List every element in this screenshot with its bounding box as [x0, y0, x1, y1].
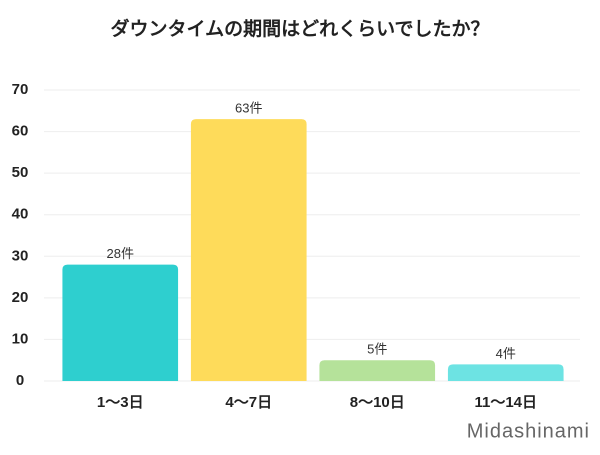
x-tick-label: 1〜3日 [97, 394, 144, 411]
y-tick-label: 70 [12, 81, 29, 98]
value-label: 63件 [235, 101, 262, 116]
watermark: Midashinami [467, 420, 590, 442]
value-label: 28件 [107, 246, 134, 261]
y-tick-label: 20 [12, 289, 29, 306]
bar [447, 364, 564, 381]
bar [319, 360, 436, 381]
chart-title: ダウンタイムの期間はどれくらいでしたか？ [110, 17, 489, 40]
y-tick-label: 0 [16, 372, 24, 389]
y-tick-label: 50 [12, 164, 29, 181]
value-label: 4件 [496, 346, 516, 361]
y-tick-label: 30 [12, 247, 29, 264]
x-tick-label: 11〜14日 [474, 394, 537, 411]
y-tick-label: 10 [12, 330, 29, 347]
bar [190, 119, 307, 381]
y-tick-label: 40 [12, 206, 29, 223]
y-tick-label: 60 [12, 123, 29, 140]
x-tick-label: 8〜10日 [350, 394, 405, 411]
bar [62, 264, 179, 381]
x-tick-label: 4〜7日 [225, 394, 272, 411]
value-label: 5件 [367, 342, 387, 357]
